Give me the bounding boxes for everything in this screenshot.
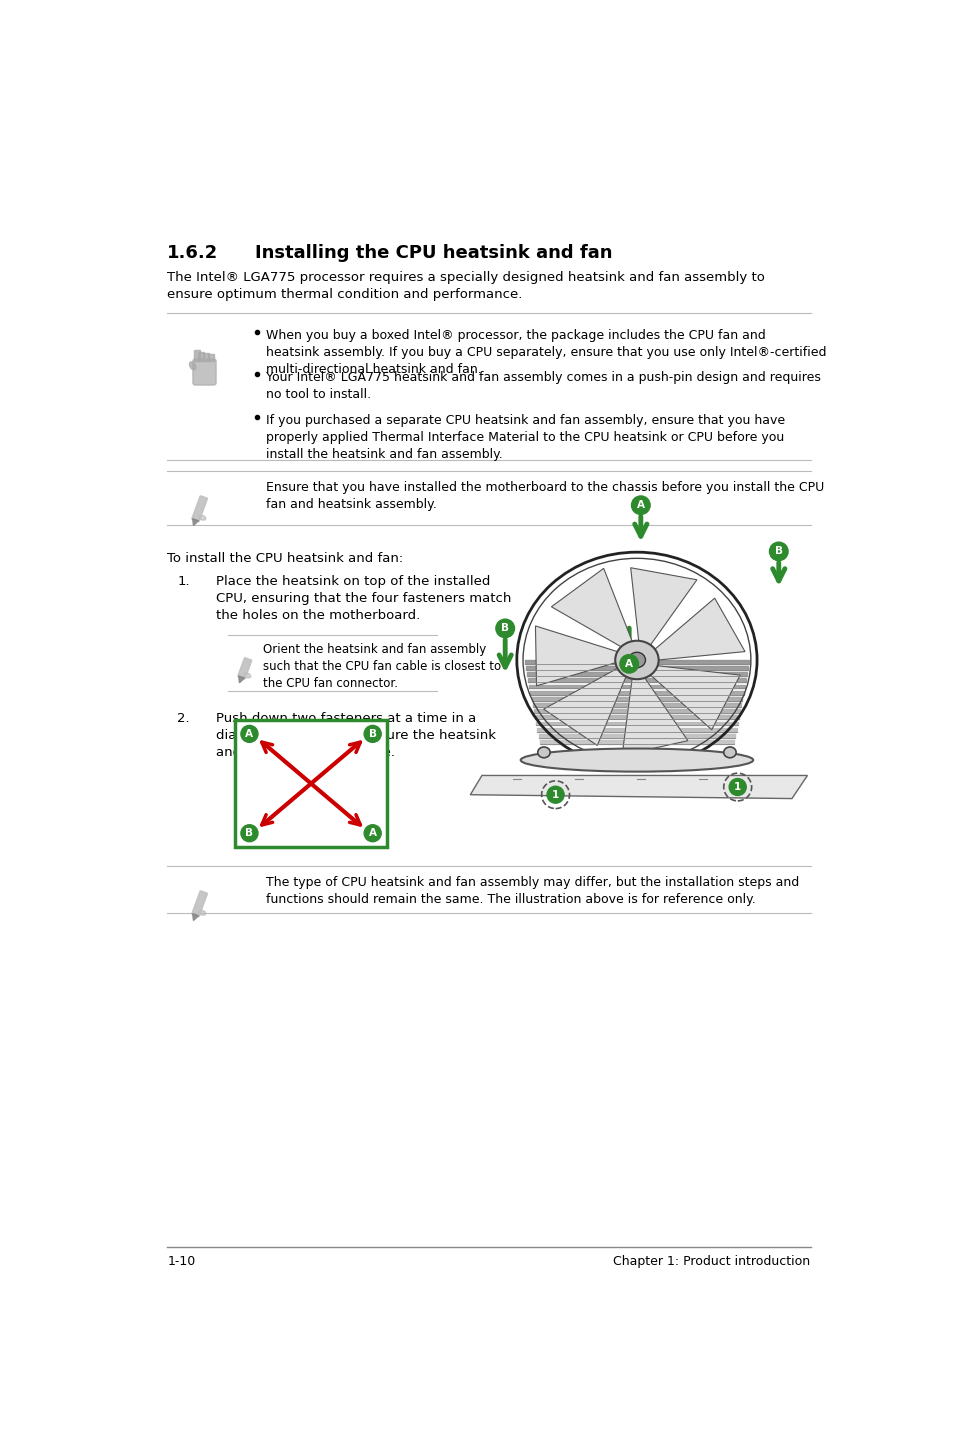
Polygon shape [650,666,740,729]
Circle shape [728,778,745,795]
Ellipse shape [243,673,251,677]
Text: Chapter 1: Product introduction: Chapter 1: Product introduction [613,1255,810,1268]
Circle shape [364,825,381,841]
Text: Installing the CPU heatsink and fan: Installing the CPU heatsink and fan [254,244,612,262]
Polygon shape [193,913,198,920]
FancyBboxPatch shape [192,496,207,522]
Text: 1: 1 [552,789,558,800]
Circle shape [364,725,381,742]
Text: A: A [637,500,644,510]
Polygon shape [193,519,198,525]
Polygon shape [621,677,687,755]
Ellipse shape [520,749,753,772]
Text: A: A [624,659,633,669]
Text: The type of CPU heatsink and fan assembly may differ, but the installation steps: The type of CPU heatsink and fan assembl… [266,876,799,906]
Ellipse shape [190,362,195,370]
Text: Ensure that you have installed the motherboard to the chassis before you install: Ensure that you have installed the mothe… [266,480,824,510]
Text: B: B [368,729,376,739]
Ellipse shape [198,515,206,521]
Text: A: A [368,828,376,838]
Ellipse shape [615,641,658,679]
Bar [193,351,199,361]
Circle shape [769,542,787,561]
Text: B: B [774,546,782,557]
Text: Your Intel® LGA775 heatsink and fan assembly comes in a push-pin design and requ: Your Intel® LGA775 heatsink and fan asse… [266,371,821,401]
Ellipse shape [628,653,645,667]
Polygon shape [535,626,617,686]
Circle shape [241,725,257,742]
Bar [208,354,213,361]
FancyBboxPatch shape [237,657,252,679]
Bar [198,352,204,361]
Text: When you buy a boxed Intel® processor, the package includes the CPU fan and
heat: When you buy a boxed Intel® processor, t… [266,329,826,375]
Polygon shape [551,568,632,647]
Text: B: B [245,828,253,838]
Polygon shape [238,676,244,683]
Text: 1.6.2: 1.6.2 [167,244,218,262]
FancyBboxPatch shape [192,892,207,916]
Text: B: B [500,624,509,633]
Polygon shape [630,568,697,644]
Circle shape [241,825,257,841]
Circle shape [546,787,563,804]
Text: 1-10: 1-10 [167,1255,195,1268]
Text: To install the CPU heatsink and fan:: To install the CPU heatsink and fan: [167,552,403,565]
Bar [203,352,209,361]
Ellipse shape [537,746,550,758]
Circle shape [631,496,649,515]
Text: The Intel® LGA775 processor requires a specially designed heatsink and fan assem: The Intel® LGA775 processor requires a s… [167,272,764,301]
Text: Push down two fasteners at a time in a
diagonal sequence to secure the heatsink
: Push down two fasteners at a time in a d… [216,712,496,759]
Circle shape [496,620,514,637]
Text: Orient the heatsink and fan assembly
such that the CPU fan cable is closest to
t: Orient the heatsink and fan assembly suc… [262,643,500,690]
Text: 2.: 2. [177,712,190,725]
Text: A: A [245,729,253,739]
Text: If you purchased a separate CPU heatsink and fan assembly, ensure that you have
: If you purchased a separate CPU heatsink… [266,414,785,460]
Polygon shape [655,598,744,660]
Polygon shape [543,669,625,745]
Ellipse shape [723,746,736,758]
Ellipse shape [198,910,206,915]
Circle shape [619,654,638,673]
Polygon shape [470,775,806,798]
FancyBboxPatch shape [193,360,216,385]
Text: 1.: 1. [177,575,190,588]
Text: 1: 1 [733,782,740,792]
FancyBboxPatch shape [235,720,386,847]
Text: Place the heatsink on top of the installed
CPU, ensuring that the four fasteners: Place the heatsink on top of the install… [216,575,511,623]
